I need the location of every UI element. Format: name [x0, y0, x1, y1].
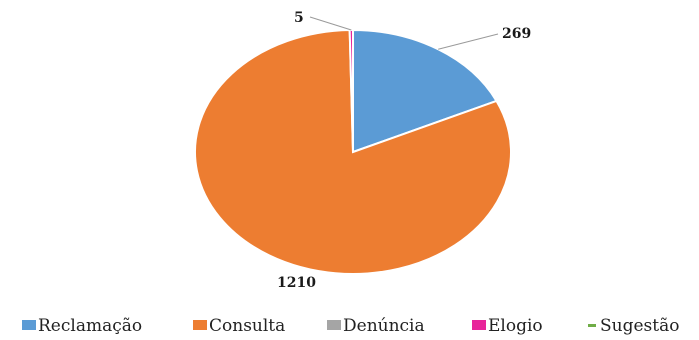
pie-slices — [194, 28, 512, 275]
legend-label-elogio: Elogio — [488, 316, 543, 336]
legend-label-sugestao: Sugestão — [600, 316, 679, 336]
legend: Reclamação Consulta Denúncia Elogio Suge… — [22, 316, 679, 336]
legend-swatch-sugestao — [588, 324, 596, 327]
legend-label-consulta: Consulta — [209, 316, 285, 336]
legend-swatch-consulta — [193, 320, 207, 330]
legend-item-elogio: Elogio — [472, 316, 543, 336]
leader-lines — [309, 16, 499, 50]
data-label-elogio: 5 — [294, 10, 304, 26]
legend-label-reclamacao: Reclamação — [38, 316, 142, 336]
legend-item-consulta: Consulta — [193, 316, 285, 336]
legend-item-reclamacao: Reclamação — [22, 316, 142, 336]
leader-line-reclamacao — [438, 33, 499, 50]
legend-swatch-reclamacao — [22, 320, 36, 330]
data-label-consulta: 1210 — [277, 275, 316, 291]
legend-item-denuncia: Denúncia — [327, 316, 425, 336]
data-label-reclamacao: 269 — [502, 26, 531, 42]
legend-item-sugestao: Sugestão — [588, 316, 679, 336]
legend-swatch-elogio — [472, 320, 486, 330]
leader-line-elogio — [309, 16, 352, 31]
data-labels: 269 1210 5 — [277, 10, 531, 291]
legend-swatch-denuncia — [327, 320, 341, 330]
legend-label-denuncia: Denúncia — [343, 316, 425, 336]
